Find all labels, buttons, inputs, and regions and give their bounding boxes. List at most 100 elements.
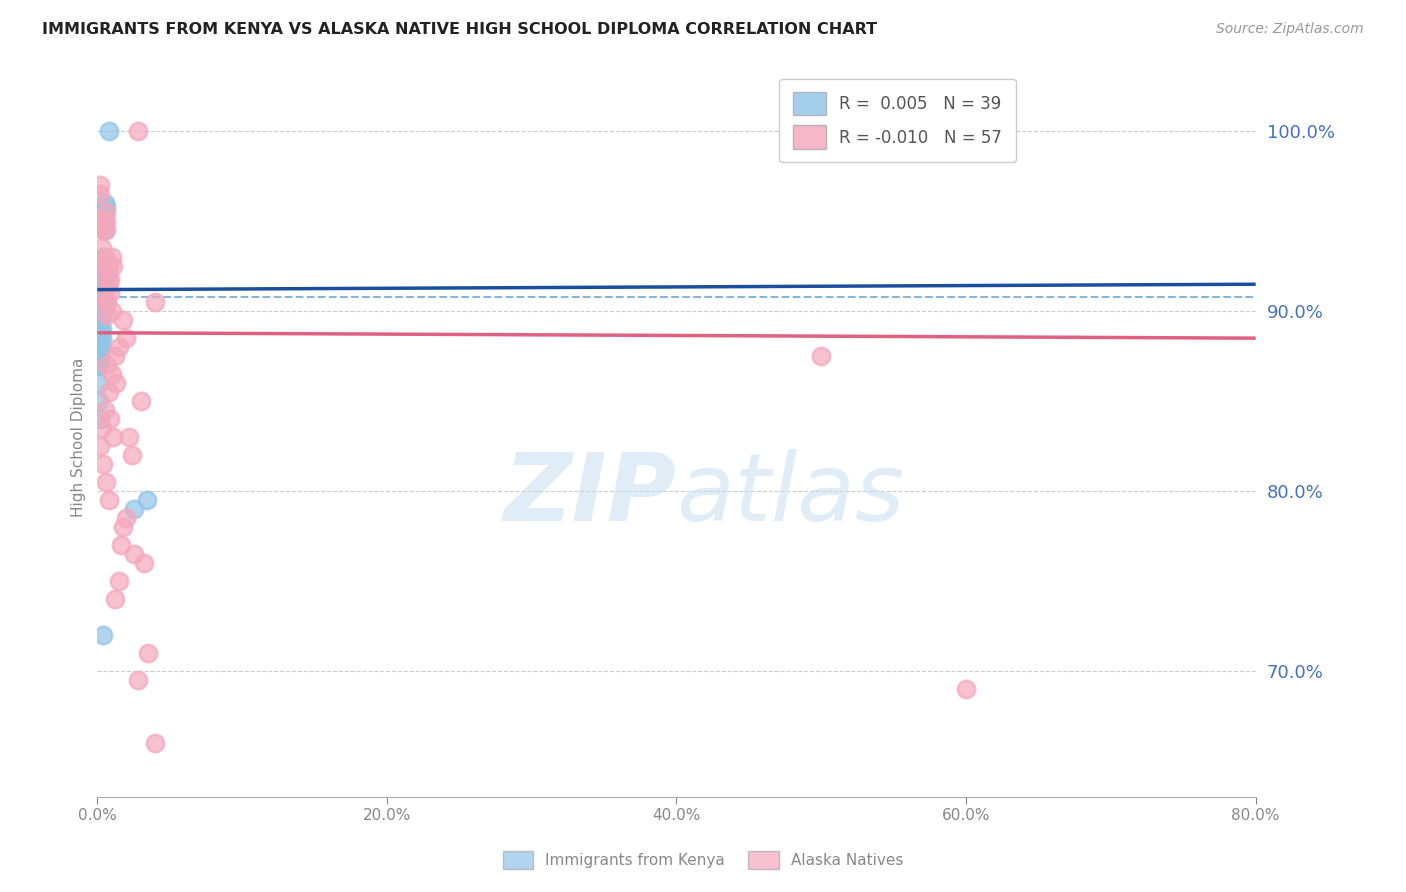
Point xyxy=(89,322,111,336)
Point xyxy=(101,367,124,381)
Point xyxy=(108,340,131,354)
Point xyxy=(97,493,120,508)
Point xyxy=(90,241,112,255)
Text: atlas: atlas xyxy=(676,449,904,540)
Point xyxy=(101,250,124,264)
Point xyxy=(122,547,145,561)
Point xyxy=(96,253,118,268)
Point xyxy=(94,295,117,310)
Point xyxy=(104,349,127,363)
Point xyxy=(91,295,114,310)
Point xyxy=(121,448,143,462)
Point xyxy=(94,223,117,237)
Point xyxy=(93,299,115,313)
Point xyxy=(104,591,127,606)
Point xyxy=(91,272,114,286)
Point xyxy=(87,358,110,372)
Point xyxy=(89,349,111,363)
Point xyxy=(96,358,118,372)
Point xyxy=(97,277,120,292)
Point xyxy=(110,538,132,552)
Point xyxy=(90,259,112,273)
Point xyxy=(90,331,112,345)
Point xyxy=(94,214,117,228)
Point xyxy=(93,250,115,264)
Point xyxy=(96,268,118,283)
Point xyxy=(89,340,111,354)
Point xyxy=(100,272,122,286)
Text: Source: ZipAtlas.com: Source: ZipAtlas.com xyxy=(1216,22,1364,37)
Point xyxy=(87,394,110,409)
Point xyxy=(93,403,115,417)
Point xyxy=(89,304,111,318)
Point xyxy=(90,205,112,219)
Point xyxy=(87,376,110,391)
Legend: R =  0.005   N = 39, R = -0.010   N = 57: R = 0.005 N = 39, R = -0.010 N = 57 xyxy=(779,78,1015,162)
Point xyxy=(87,331,110,345)
Point xyxy=(94,200,117,214)
Point xyxy=(89,313,111,327)
Point xyxy=(103,430,125,444)
Point xyxy=(89,313,111,327)
Point xyxy=(100,286,122,301)
Point xyxy=(97,259,120,273)
Point xyxy=(89,439,111,453)
Point xyxy=(91,268,114,283)
Y-axis label: High School Diploma: High School Diploma xyxy=(72,358,86,516)
Point xyxy=(136,646,159,660)
Point xyxy=(143,295,166,310)
Point xyxy=(89,187,111,202)
Point xyxy=(90,290,112,304)
Point xyxy=(90,283,112,297)
Point xyxy=(101,304,124,318)
Point xyxy=(96,295,118,310)
Text: ZIP: ZIP xyxy=(503,449,676,541)
Point xyxy=(94,205,117,219)
Point xyxy=(91,628,114,642)
Point xyxy=(90,340,112,354)
Point xyxy=(90,322,112,336)
Point xyxy=(93,223,115,237)
Point xyxy=(87,358,110,372)
Point xyxy=(105,376,128,391)
Point xyxy=(93,196,115,211)
Point xyxy=(127,673,149,687)
Point xyxy=(96,308,118,322)
Point xyxy=(115,511,138,525)
Point xyxy=(89,277,111,292)
Point xyxy=(100,412,122,426)
Point xyxy=(87,340,110,354)
Point xyxy=(94,268,117,283)
Point xyxy=(97,124,120,138)
Point xyxy=(118,430,141,444)
Point xyxy=(135,493,157,508)
Point xyxy=(91,214,114,228)
Point xyxy=(89,286,111,301)
Point xyxy=(93,218,115,232)
Point xyxy=(89,178,111,193)
Text: IMMIGRANTS FROM KENYA VS ALASKA NATIVE HIGH SCHOOL DIPLOMA CORRELATION CHART: IMMIGRANTS FROM KENYA VS ALASKA NATIVE H… xyxy=(42,22,877,37)
Point xyxy=(90,277,112,292)
Point xyxy=(89,304,111,318)
Point xyxy=(129,394,152,409)
Point xyxy=(112,313,135,327)
Point xyxy=(94,475,117,489)
Point xyxy=(132,556,155,570)
Point xyxy=(122,502,145,516)
Point xyxy=(89,412,111,426)
Point xyxy=(108,574,131,588)
Point xyxy=(91,250,114,264)
Point xyxy=(90,308,112,322)
Point xyxy=(93,286,115,301)
Point xyxy=(143,736,166,750)
Legend: Immigrants from Kenya, Alaska Natives: Immigrants from Kenya, Alaska Natives xyxy=(496,845,910,875)
Point xyxy=(91,457,114,471)
Point xyxy=(103,259,125,273)
Point xyxy=(955,681,977,696)
Point xyxy=(90,421,112,435)
Point xyxy=(127,124,149,138)
Point xyxy=(115,331,138,345)
Point xyxy=(90,223,112,237)
Point xyxy=(91,259,114,273)
Point xyxy=(810,349,832,363)
